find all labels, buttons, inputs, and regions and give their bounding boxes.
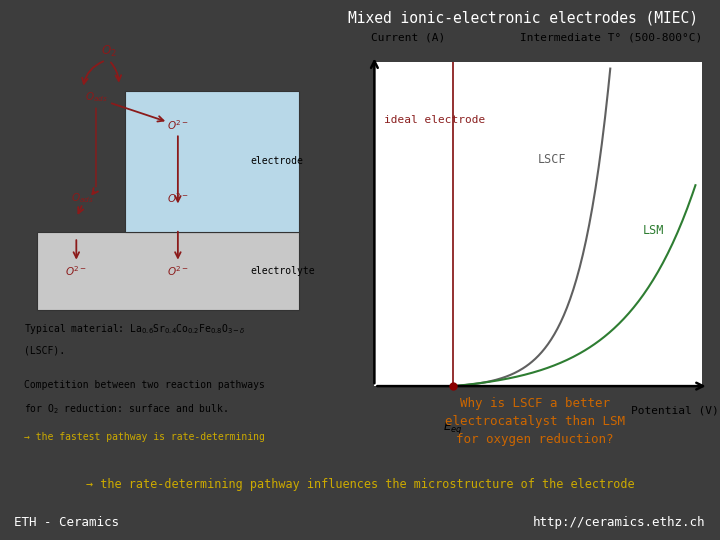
Text: http://ceramics.ethz.ch: http://ceramics.ethz.ch — [533, 516, 706, 529]
Text: LSM: LSM — [643, 224, 665, 237]
Text: ETH - Ceramics: ETH - Ceramics — [14, 516, 120, 529]
Text: $O^{2-}$: $O^{2-}$ — [167, 118, 189, 132]
Text: (LSCF).: (LSCF). — [24, 346, 65, 356]
Text: Current (A): Current (A) — [371, 32, 446, 43]
Text: $O_2$: $O_2$ — [102, 44, 117, 59]
Text: $O_{ads}$: $O_{ads}$ — [71, 191, 94, 205]
Text: $O^{2-}$: $O^{2-}$ — [167, 191, 189, 205]
Text: → the rate-determining pathway influences the microstructure of the electrode: → the rate-determining pathway influence… — [86, 478, 634, 491]
Text: Why is LSCF a better
electrocatalyst than LSM
for oxygen reduction?: Why is LSCF a better electrocatalyst tha… — [445, 397, 625, 445]
Text: for O$_2$ reduction: surface and bulk.: for O$_2$ reduction: surface and bulk. — [24, 402, 228, 416]
Text: electrolyte: electrolyte — [250, 266, 315, 276]
Text: electrode: electrode — [250, 157, 303, 166]
Text: → the fastest pathway is rate-determining: → the fastest pathway is rate-determinin… — [24, 432, 265, 442]
Text: Mixed ionic-electronic electrodes (MIEC): Mixed ionic-electronic electrodes (MIEC) — [348, 10, 698, 25]
Text: Intermediate T° (500-800°C): Intermediate T° (500-800°C) — [520, 32, 702, 43]
Bar — [37, 232, 299, 310]
Text: $O^{2-}$: $O^{2-}$ — [167, 264, 189, 278]
Text: Competition between two reaction pathways: Competition between two reaction pathway… — [24, 380, 265, 390]
Text: $O_{ads}$: $O_{ads}$ — [84, 90, 107, 104]
Text: ideal electrode: ideal electrode — [384, 116, 485, 125]
Bar — [125, 91, 299, 232]
Text: LSCF: LSCF — [539, 153, 567, 166]
Text: $E_{eq}$: $E_{eq}$ — [444, 418, 463, 435]
Text: Typical material: La$_{0.6}$Sr$_{0.4}$Co$_{0.2}$Fe$_{0.8}$O$_{3-\delta}$: Typical material: La$_{0.6}$Sr$_{0.4}$Co… — [24, 322, 246, 336]
Text: Potential (V): Potential (V) — [631, 406, 719, 416]
Text: $O^{2-}$: $O^{2-}$ — [66, 264, 87, 278]
